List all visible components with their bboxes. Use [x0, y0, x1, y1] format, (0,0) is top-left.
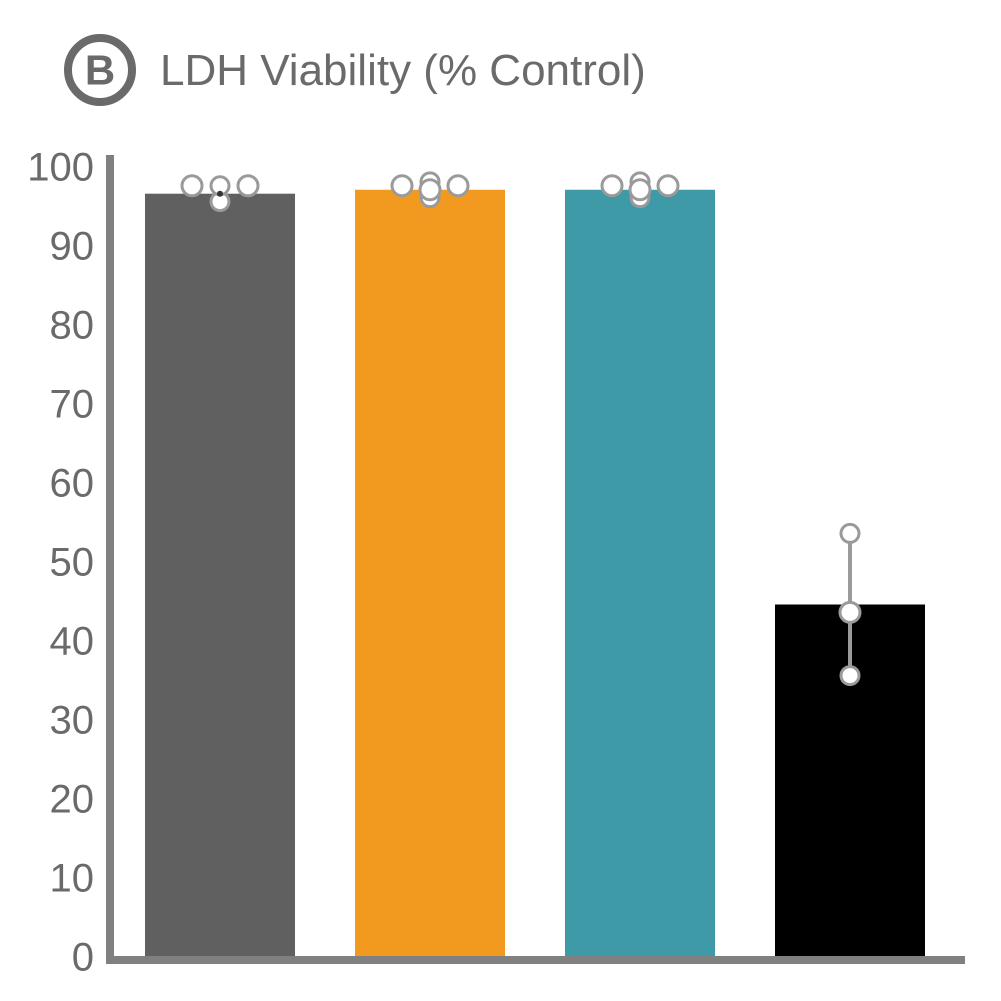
bar [565, 190, 715, 960]
data-point [448, 176, 468, 196]
data-point [182, 176, 202, 196]
data-point [420, 180, 440, 200]
data-point [840, 602, 860, 622]
y-tick-label: 0 [72, 936, 94, 980]
data-point [602, 176, 622, 196]
data-point [238, 176, 258, 196]
error-mean-dot [217, 191, 223, 197]
data-point [392, 176, 412, 196]
y-tick-label: 80 [50, 304, 95, 348]
y-tick-label: 20 [50, 778, 95, 822]
y-tick-label: 50 [50, 541, 95, 585]
y-tick-label: 70 [50, 383, 95, 427]
y-tick-label: 100 [27, 146, 94, 190]
y-tick-label: 90 [50, 225, 95, 269]
y-tick-label: 10 [50, 857, 95, 901]
panel-letter: B [85, 47, 115, 94]
data-point [630, 180, 650, 200]
y-tick-label: 30 [50, 699, 95, 743]
error-cap [841, 524, 859, 542]
chart-svg: B LDH Viability (% Control) 0 10 20 30 40 50 60 7… [0, 0, 1001, 1001]
chart-title: LDH Viability (% Control) [160, 46, 646, 95]
bar [355, 190, 505, 960]
y-tick-label: 60 [50, 462, 95, 506]
bar [145, 194, 295, 960]
error-cap [841, 667, 859, 685]
data-point [658, 176, 678, 196]
y-tick-label: 40 [50, 620, 95, 664]
